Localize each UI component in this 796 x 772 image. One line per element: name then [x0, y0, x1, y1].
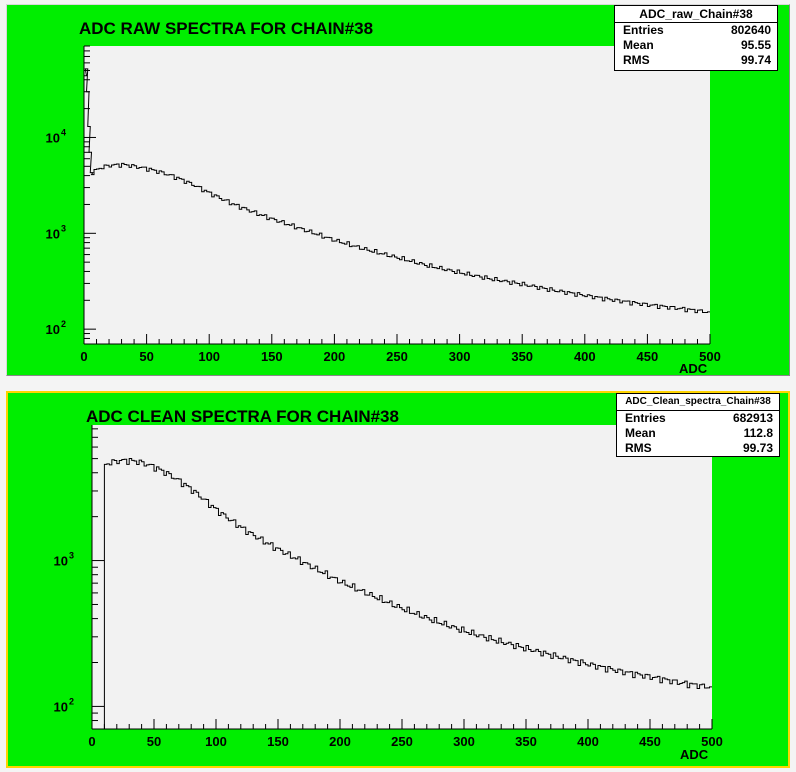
raw-x-tick-label: 300	[449, 349, 471, 364]
raw-x-tick-label: 0	[80, 349, 87, 364]
stats-row: Mean 95.55	[615, 38, 777, 53]
clean-x-tick-label: 0	[88, 734, 95, 749]
raw-x-tick-label: 150	[261, 349, 283, 364]
raw-x-tick-label: 200	[324, 349, 346, 364]
stats-value: 99.73	[742, 441, 773, 455]
raw-stats-box: ADC_raw_Chain#38 Entries 802640 Mean 95.55…	[614, 5, 778, 71]
clean-y-tick-exponent: 2	[69, 696, 74, 706]
stats-label: Mean	[625, 426, 656, 440]
raw-histogram-line	[83, 68, 710, 344]
stats-value: 99.74	[740, 53, 771, 67]
raw-y-tick-label: 10	[46, 130, 60, 145]
raw-x-tick-label: 100	[198, 349, 220, 364]
clean-y-tick-label: 10	[54, 699, 68, 714]
raw-y-tick-label: 10	[46, 322, 60, 337]
raw-y-tick-exponent: 4	[61, 127, 66, 137]
raw-y-tick-exponent: 2	[61, 319, 66, 329]
raw-x-tick-label: 500	[699, 349, 721, 364]
clean-x-tick-label: 150	[267, 734, 289, 749]
clean-y-tick-label: 10	[54, 554, 68, 569]
clean-histogram-line	[103, 458, 712, 729]
raw-y-tick-exponent: 3	[61, 223, 66, 233]
clean-chart-title: ADC CLEAN SPECTRA FOR CHAIN#38	[86, 407, 399, 426]
raw-x-tick-label: 250	[386, 349, 408, 364]
stats-row: RMS 99.74	[615, 53, 777, 68]
clean-x-tick-label: 500	[701, 734, 723, 749]
stats-row: Entries 802640	[615, 23, 777, 38]
clean-spectrum-pad: ADC CLEAN SPECTRA FOR CHAIN#38 ADC_Clean…	[6, 391, 790, 768]
stats-label: Entries	[623, 23, 664, 37]
clean-x-tick-label: 200	[329, 734, 351, 749]
stats-label: Mean	[623, 38, 654, 52]
raw-y-tick-label: 10	[46, 226, 60, 241]
raw-x-tick-label: 350	[511, 349, 533, 364]
clean-stats-box: ADC_Clean_spectra_Chain#38 Entries 682913…	[616, 393, 780, 457]
raw-chart-title: ADC RAW SPECTRA FOR CHAIN#38	[79, 19, 374, 38]
raw-spectrum-pad: ADC RAW SPECTRA FOR CHAIN#38 ADC_raw_Cha…	[6, 4, 790, 376]
stats-value: 95.55	[740, 38, 771, 52]
clean-y-tick-exponent: 3	[69, 551, 74, 561]
clean-stats-name: ADC_Clean_spectra_Chain#38	[617, 394, 779, 411]
clean-x-tick-label: 100	[205, 734, 227, 749]
raw-x-tick-label: 400	[574, 349, 596, 364]
raw-x-tick-label: 450	[637, 349, 659, 364]
stats-value: 802640	[730, 23, 771, 37]
clean-x-tick-label: 300	[453, 734, 475, 749]
clean-plot-frame	[92, 425, 712, 729]
stats-value: 682913	[732, 411, 773, 425]
clean-x-tick-label: 350	[515, 734, 537, 749]
stats-label: RMS	[623, 53, 650, 67]
stats-label: Entries	[625, 411, 666, 425]
clean-x-tick-label: 250	[391, 734, 413, 749]
clean-x-axis-label: ADC	[680, 747, 709, 762]
stats-row: RMS 99.73	[617, 441, 779, 456]
stats-value: 112.8	[743, 426, 773, 440]
raw-stats-name: ADC_raw_Chain#38	[615, 6, 777, 23]
clean-x-tick-label: 50	[147, 734, 161, 749]
clean-x-tick-label: 450	[639, 734, 661, 749]
stats-row: Entries 682913	[617, 411, 779, 426]
raw-x-tick-label: 50	[139, 349, 153, 364]
raw-plot-frame	[84, 46, 710, 344]
clean-x-tick-label: 400	[577, 734, 599, 749]
raw-x-axis-label: ADC	[679, 361, 708, 376]
stats-label: RMS	[625, 441, 652, 455]
stats-row: Mean 112.8	[617, 426, 779, 441]
